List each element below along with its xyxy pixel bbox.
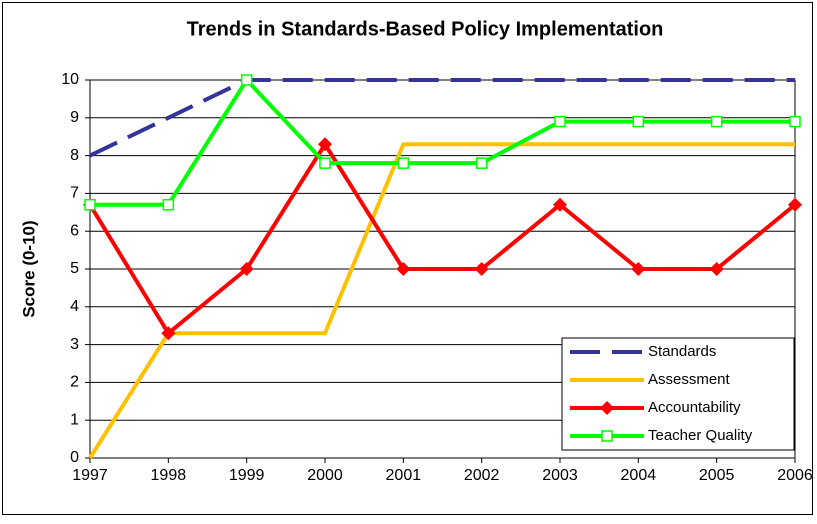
marker — [709, 262, 724, 276]
y-tick-label: 10 — [61, 71, 79, 88]
legend-label: Accountability — [648, 399, 741, 416]
y-tick-label: 8 — [70, 147, 79, 164]
series-line — [88, 142, 797, 336]
series-line — [89, 78, 795, 158]
marker — [318, 137, 332, 152]
y-tick-label: 3 — [70, 336, 79, 353]
legend-label: Assessment — [648, 371, 731, 388]
x-tick-label: 2002 — [464, 467, 500, 484]
x-tick-label: 2004 — [621, 467, 657, 484]
marker — [396, 262, 411, 276]
y-tick-label: 7 — [70, 185, 79, 202]
y-tick-label: 4 — [70, 298, 79, 315]
marker — [710, 115, 723, 128]
legend-marker — [600, 401, 614, 415]
marker — [84, 198, 96, 211]
marker — [554, 115, 566, 128]
y-tick-label: 0 — [70, 449, 79, 466]
marker — [631, 262, 646, 276]
series-line — [88, 142, 795, 460]
x-tick-label: 2001 — [386, 467, 422, 484]
legend-label: Standards — [648, 343, 716, 360]
marker — [788, 197, 802, 212]
marker — [162, 198, 175, 211]
series-line — [90, 78, 795, 207]
marker — [240, 74, 253, 86]
x-tick-label: 2006 — [777, 467, 813, 484]
chart-title: Trends in Standards-Based Policy Impleme… — [187, 18, 664, 40]
x-tick-label: 2003 — [542, 467, 578, 484]
y-tick-label: 1 — [70, 411, 79, 428]
marker — [632, 115, 645, 128]
marker — [789, 115, 801, 128]
y-tick-label: 2 — [70, 374, 79, 391]
x-tick-label: 2005 — [699, 467, 735, 484]
x-tick-label: 1998 — [151, 467, 187, 484]
y-tick-label: 6 — [70, 222, 79, 239]
marker — [397, 157, 410, 169]
legend-label: Teacher Quality — [648, 427, 753, 444]
marker — [553, 197, 567, 212]
x-tick-label: 1997 — [72, 467, 108, 484]
marker — [475, 157, 488, 169]
legend-marker — [601, 430, 613, 442]
marker — [239, 262, 254, 276]
x-tick-label: 2000 — [307, 467, 343, 484]
y-tick-label: 5 — [70, 260, 79, 277]
marker — [474, 262, 489, 276]
marker — [319, 157, 331, 169]
y-tick-label: 9 — [70, 109, 79, 126]
y-axis-label: Score (0-10) — [19, 220, 38, 317]
legend-box — [561, 337, 795, 451]
x-tick-label: 1999 — [229, 467, 265, 484]
marker — [161, 326, 176, 341]
